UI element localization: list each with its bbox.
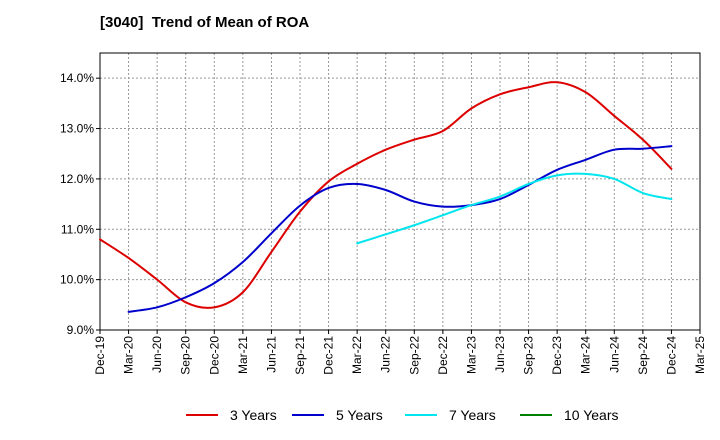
x-tick-label: Sep-23 [522,336,536,375]
x-tick-label: Sep-20 [179,336,193,375]
chart-title: [3040] Trend of Mean of ROA [100,14,310,31]
x-tick-label: Dec-19 [93,336,107,375]
legend-label-5-years: 5 Years [336,407,383,423]
x-tick-label: Jun-24 [607,336,621,373]
y-tick-label: 9.0% [67,323,95,337]
x-tick-label: Sep-21 [293,336,307,375]
x-tick-label: Dec-24 [664,336,678,375]
x-tick-label: Dec-20 [207,336,221,375]
y-tick-label: 11.0% [61,222,94,236]
y-tick-label: 14.0% [60,71,94,85]
y-tick-label: 13.0% [60,122,94,136]
x-tick-label: Jun-21 [264,336,278,373]
series-line-7-years [356,172,673,245]
legend-swatch-3-years [186,414,218,416]
x-tick-label: Mar-21 [236,336,250,374]
series-line-5-years [127,145,673,313]
x-tick-label: Jun-20 [150,336,164,373]
x-tick-label: Dec-22 [436,336,450,375]
x-tick-label: Dec-23 [550,336,564,375]
x-tick-label: Sep-24 [636,336,650,375]
x-tick-label: Mar-23 [464,336,478,374]
axis-layer: 9.0% 10.0% 11.0% 12.0% 13.0% 14.0% Dec-19 Mar-2… [60,71,707,375]
plot-area-border [99,52,701,331]
legend-item-10-years: 10 Years [520,405,619,425]
legend: 3 Years 5 Years 7 Years 10 Years [0,405,720,425]
x-tick-label: Mar-20 [122,336,136,374]
series-line-3-years [99,81,673,309]
y-tick-label: 12.0% [60,172,94,186]
x-tick-label: Dec-21 [322,336,336,375]
y-tick-label: 10.0% [60,273,94,287]
legend-swatch-10-years [520,414,552,416]
legend-swatch-5-years [292,414,324,416]
legend-label-10-years: 10 Years [564,407,619,423]
series-layer [99,81,673,313]
x-tick-label: Sep-22 [407,336,421,375]
legend-label-3-years: 3 Years [230,407,277,423]
legend-label-7-years: 7 Years [449,407,496,423]
x-tick-label: Mar-22 [350,336,364,374]
legend-item-7-years: 7 Years [405,405,496,425]
x-tick-label: Mar-25 [693,336,707,374]
x-tick-label: Mar-24 [579,336,593,374]
legend-swatch-7-years [405,414,437,416]
legend-item-3-years: 3 Years [186,405,277,425]
grid-layer [100,53,700,330]
x-tick-label: Jun-22 [379,336,393,373]
x-tick-label: Jun-23 [493,336,507,373]
legend-item-5-years: 5 Years [292,405,383,425]
